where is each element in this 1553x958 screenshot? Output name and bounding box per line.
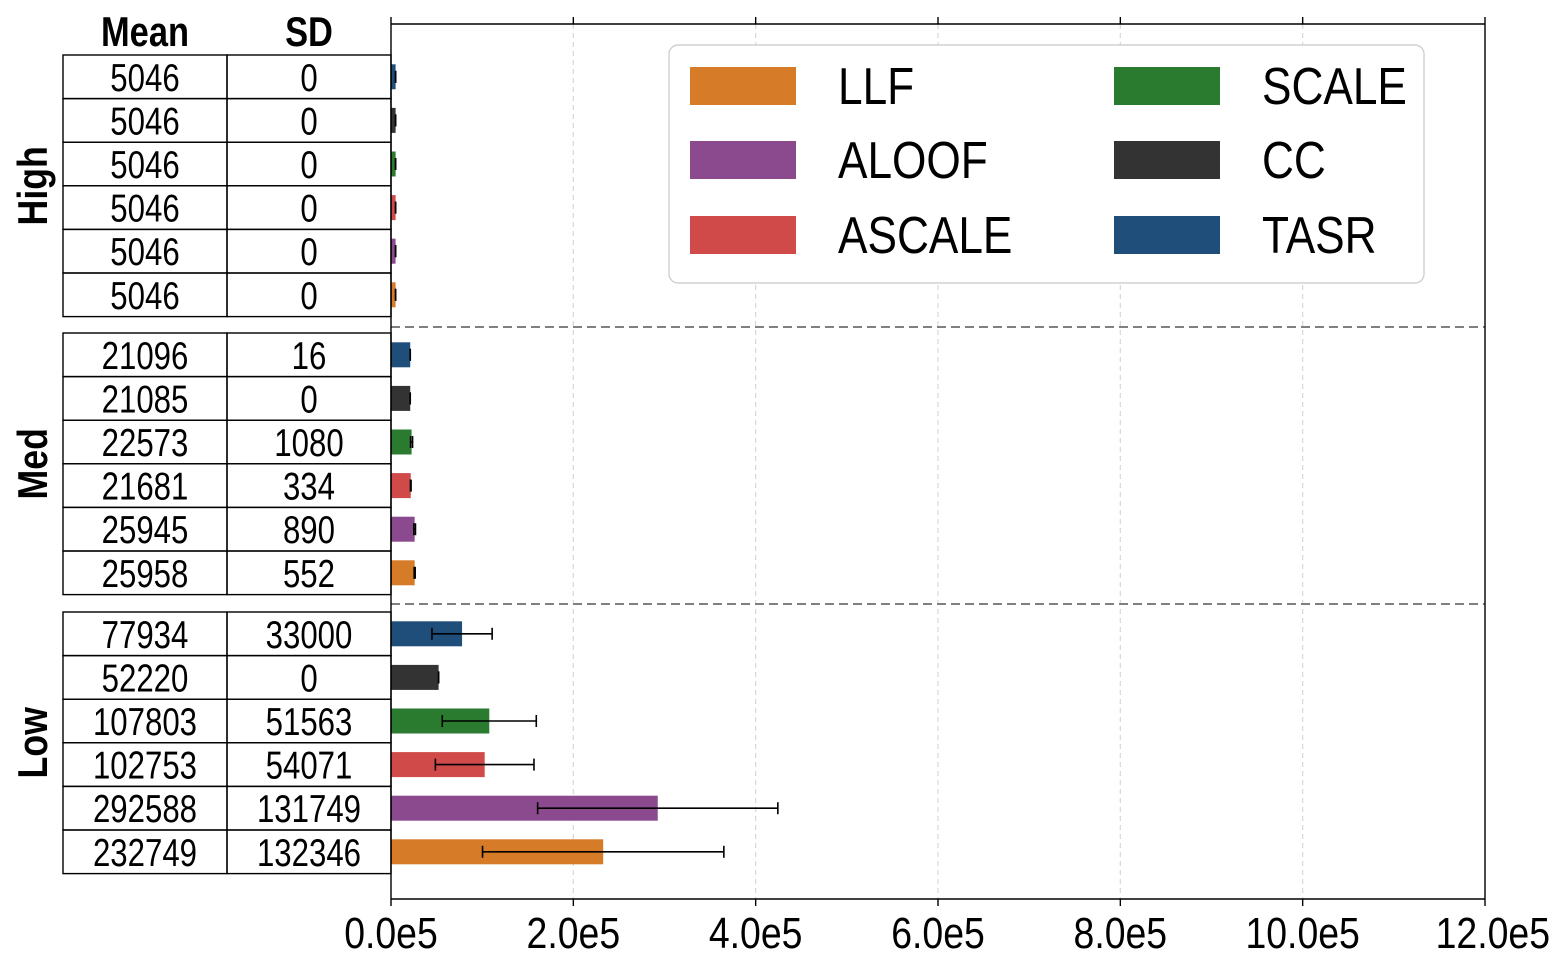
error-bar <box>431 627 493 640</box>
mean-value: 102753 <box>93 744 197 787</box>
mean-header: Mean <box>101 9 189 56</box>
bar-high-cc <box>391 107 396 133</box>
sd-value: 0 <box>300 57 317 100</box>
group-label-high: High <box>10 146 56 225</box>
sd-value: 0 <box>300 275 317 318</box>
legend-label-llf: LLF <box>838 58 914 116</box>
x-axis: 0.0e5 2.0e5 4.0e5 6.0e5 8.0e5 10.0e5 12.0e5 <box>344 17 1550 958</box>
group-label-low: Low <box>10 706 56 778</box>
legend-label-ascale: ASCALE <box>838 207 1012 265</box>
legend-swatch-llf <box>690 67 796 105</box>
mean-value: 5046 <box>110 187 179 230</box>
bar-med-llf <box>391 560 415 586</box>
legend-swatch-ascale <box>690 216 796 254</box>
bar-med-aloof <box>391 516 415 542</box>
bar-med-cc <box>391 385 411 411</box>
error-bar <box>409 436 414 448</box>
error-bar <box>409 479 412 492</box>
sd-value: 0 <box>300 231 317 274</box>
x-tick-label: 12.0e5 <box>1436 908 1550 958</box>
x-tick-label: 4.0e5 <box>709 908 803 958</box>
legend-label-cc: CC <box>1262 132 1326 190</box>
legend-swatch-aloof <box>690 141 796 179</box>
error-bar <box>481 845 725 858</box>
x-tick-label: 8.0e5 <box>1074 908 1168 958</box>
bar-low-cc <box>391 664 439 690</box>
sd-value: 0 <box>300 657 317 700</box>
mean-value: 5046 <box>110 275 179 318</box>
mean-value: 232749 <box>93 832 197 875</box>
sd-value: 54071 <box>266 744 353 787</box>
bar-high-ascale <box>391 195 396 221</box>
legend-swatch-tasr <box>1114 216 1220 254</box>
mean-value: 77934 <box>102 614 189 657</box>
legend-label-scale: SCALE <box>1262 58 1407 116</box>
bar-layer <box>391 64 779 865</box>
stats-table: Mean SD High 5046 0 5046 0 5046 0 5046 0 5046 0 5046 0… <box>10 9 392 875</box>
sd-value: 0 <box>300 100 317 143</box>
sd-value: 0 <box>300 378 317 421</box>
x-tick-label: 2.0e5 <box>527 908 621 958</box>
error-bar <box>434 758 535 771</box>
legend-label-aloof: ALOOF <box>838 132 988 190</box>
bar-med-ascale <box>391 473 411 499</box>
bar-med-tasr <box>391 342 411 368</box>
mean-value: 5046 <box>110 231 179 274</box>
sd-value: 334 <box>283 465 335 508</box>
error-bar <box>413 523 417 536</box>
mean-value: 21085 <box>102 378 189 421</box>
mean-value: 52220 <box>102 657 189 700</box>
x-tick-label: 6.0e5 <box>891 908 985 958</box>
sd-value: 16 <box>292 335 327 378</box>
bar-med-scale <box>391 429 412 455</box>
sd-value: 1080 <box>274 422 343 465</box>
sd-value: 890 <box>283 509 335 552</box>
mean-value: 292588 <box>93 788 197 831</box>
mean-value: 5046 <box>110 100 179 143</box>
mean-value: 21681 <box>102 465 189 508</box>
sd-value: 0 <box>300 144 317 187</box>
mean-value: 22573 <box>102 422 189 465</box>
x-tick-label: 10.0e5 <box>1245 908 1359 958</box>
legend-label-tasr: TASR <box>1262 207 1377 265</box>
error-bar <box>536 802 779 815</box>
mean-value: 25945 <box>102 509 189 552</box>
bar-high-llf <box>391 282 396 308</box>
mean-value: 21096 <box>102 335 189 378</box>
bar-high-scale <box>391 151 396 177</box>
mean-value: 25958 <box>102 553 189 596</box>
sd-value: 552 <box>283 553 335 596</box>
sd-value: 131749 <box>257 788 361 831</box>
sd-header: SD <box>285 9 333 56</box>
group-label-med: Med <box>10 428 56 499</box>
error-bar <box>413 566 416 579</box>
legend-swatch-cc <box>1114 141 1220 179</box>
bar-high-aloof <box>391 238 396 264</box>
x-tick-label: 0.0e5 <box>344 908 438 958</box>
legend: LLF SCALE ALOOF CC ASCALE TASR <box>668 44 1425 284</box>
legend-frame <box>668 44 1425 284</box>
bar-high-tasr <box>391 64 396 90</box>
sd-value: 0 <box>300 187 317 230</box>
sd-value: 51563 <box>266 701 353 744</box>
error-bar <box>441 715 538 727</box>
mean-value: 107803 <box>93 701 197 744</box>
sd-value: 132346 <box>257 832 361 875</box>
mean-value: 5046 <box>110 144 179 187</box>
mean-value: 5046 <box>110 57 179 100</box>
legend-swatch-scale <box>1114 67 1220 105</box>
sd-value: 33000 <box>266 614 353 657</box>
